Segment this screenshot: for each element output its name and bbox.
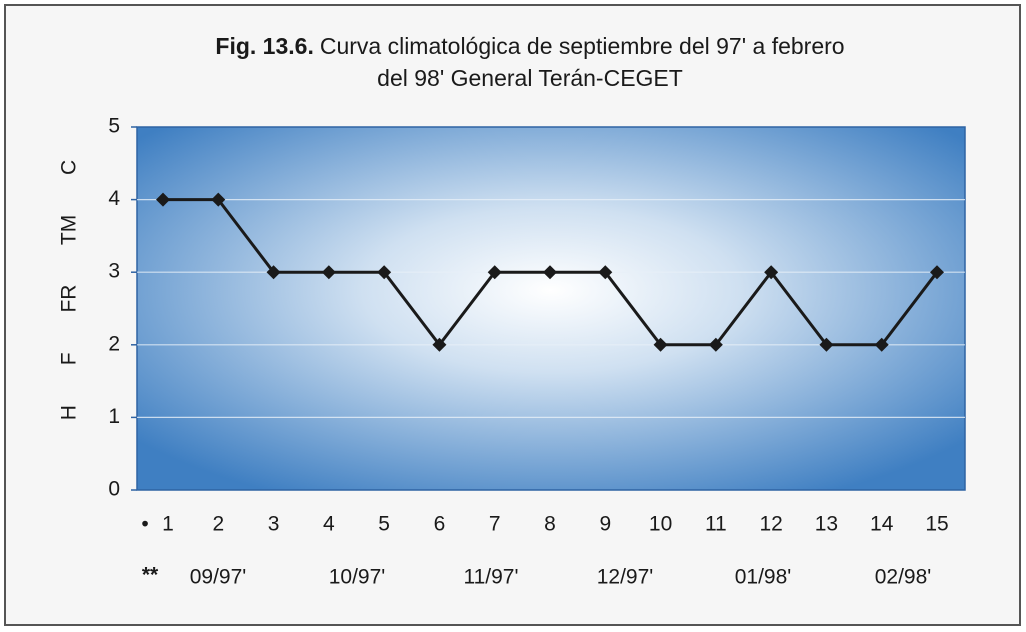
- title-line: Curva climatológica de septiembre del 97…: [320, 33, 845, 59]
- chart-title: Fig. 13.6. Curva climatológica de septiem…: [215, 33, 844, 59]
- x-tick-label: 10: [649, 513, 672, 536]
- data-point: [432, 337, 447, 352]
- data-point: [874, 337, 889, 352]
- data-point: [543, 265, 557, 280]
- period-label: 01/98': [735, 566, 792, 589]
- data-point: [708, 337, 723, 352]
- data-point: [487, 265, 502, 280]
- x-tick-label: 12: [759, 513, 782, 536]
- period-label: 02/98': [875, 566, 932, 589]
- x-tick-label: 15: [925, 513, 948, 536]
- x-tick-label: 2: [212, 513, 224, 536]
- y-tick-label: 0: [108, 478, 120, 501]
- y-tick-label: 2: [108, 332, 120, 355]
- data-point: [156, 192, 170, 207]
- y-tick-label: 3: [108, 260, 120, 283]
- data-point: [211, 192, 226, 207]
- x-tick-label: 14: [870, 513, 894, 536]
- data-point: [764, 265, 779, 280]
- x-tick-label: 8: [544, 513, 556, 536]
- x-tick-label: 5: [378, 513, 390, 536]
- data-point: [321, 265, 336, 280]
- x-tick-label: 1: [162, 513, 174, 536]
- period-label: 11/97': [463, 566, 518, 589]
- x-marker: •: [141, 513, 148, 536]
- x-tick-label: 9: [599, 513, 611, 536]
- x-tick-label: 11: [705, 513, 727, 536]
- period-label: 10/97': [329, 566, 386, 589]
- period-marker: **: [142, 564, 159, 587]
- y-tick-label: 1: [108, 405, 120, 428]
- y-tick-label: 4: [108, 187, 120, 210]
- y-axis-label: H F FR TM C: [58, 160, 81, 420]
- period-label: 12/97': [597, 566, 654, 589]
- x-tick-label: 13: [815, 513, 838, 536]
- title-prefix: Fig. 13.6.: [215, 33, 313, 59]
- data-point: [930, 265, 944, 280]
- data-point: [598, 265, 613, 280]
- data-point: [653, 337, 668, 352]
- data-point: [266, 265, 281, 280]
- period-label: 09/97': [190, 566, 247, 589]
- data-point: [377, 265, 392, 280]
- x-tick-label: 7: [489, 513, 501, 536]
- x-tick-label: 6: [434, 513, 446, 536]
- x-tick-label: 3: [268, 513, 280, 536]
- y-tick-label: 5: [108, 115, 120, 138]
- x-tick-label: 4: [323, 513, 335, 536]
- chart-title: del 98' General Terán-CEGET: [377, 65, 683, 91]
- data-point: [819, 337, 834, 352]
- plot-area: [136, 126, 966, 491]
